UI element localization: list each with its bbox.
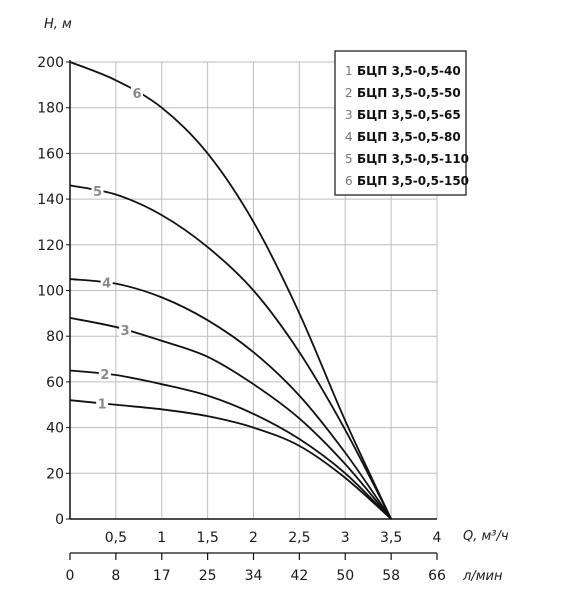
curve-label-bg — [119, 320, 132, 337]
legend-number: 1 — [345, 64, 353, 78]
y-tick-label: 140 — [37, 192, 64, 208]
curve-label-bg — [130, 83, 143, 100]
curve-label-4: 4 — [102, 277, 111, 292]
y-tick-label: 160 — [37, 146, 64, 162]
legend-number: 6 — [345, 174, 353, 188]
curve-label-6: 6 — [132, 87, 141, 102]
x-tick-label: 1,5 — [196, 530, 218, 546]
curve-label-3: 3 — [121, 324, 130, 339]
x-tick-label: 1 — [157, 530, 166, 546]
secondary-tick-label: 25 — [199, 568, 217, 584]
curve-label-bg — [96, 394, 109, 411]
y-tick-label: 200 — [37, 55, 64, 71]
x-tick-label: 3 — [341, 530, 350, 546]
secondary-tick-label: 8 — [111, 568, 120, 584]
y-tick-label: 120 — [37, 238, 64, 254]
secondary-tick-label: 17 — [153, 568, 171, 584]
legend-number: 3 — [345, 108, 353, 122]
curve-5 — [69, 184, 392, 520]
x-axis-title: Q, м³/ч — [463, 529, 509, 544]
legend-entry: БЦП 3,5-0,5-40 — [357, 64, 461, 78]
x-tick-label: 2 — [249, 530, 258, 546]
secondary-tick-label: 66 — [428, 568, 446, 584]
curve-2 — [69, 369, 392, 520]
curve-label-bg — [98, 364, 111, 381]
legend-number: 2 — [345, 86, 353, 100]
legend-entry: БЦП 3,5-0,5-80 — [357, 130, 461, 144]
curve-1 — [69, 399, 392, 520]
secondary-axis-title: л/мин — [462, 569, 503, 584]
secondary-tick-label: 50 — [336, 568, 354, 584]
x-tick-label: 0,5 — [105, 530, 127, 546]
legend-entry: БЦП 3,5-0,5-150 — [357, 174, 469, 188]
y-tick-label: 20 — [46, 466, 64, 482]
secondary-tick-label: 0 — [66, 568, 75, 584]
y-tick-label: 180 — [37, 101, 64, 117]
legend-number: 4 — [345, 130, 353, 144]
y-tick-label: 80 — [46, 329, 64, 345]
curve-labels: 1 2 3 4 5 6 — [91, 83, 143, 412]
secondary-tick-label: 58 — [382, 568, 400, 584]
curve-label-bg — [91, 181, 104, 198]
curve-label-1: 1 — [98, 397, 107, 412]
x-tick-label: 4 — [433, 530, 442, 546]
y-tick-label: 0 — [55, 512, 64, 528]
x-tick-label: 3,5 — [380, 530, 402, 546]
legend-box — [334, 50, 467, 196]
y-tick-label: 100 — [37, 284, 64, 300]
secondary-tick-label: 34 — [245, 568, 263, 584]
y-tick-label: 60 — [46, 375, 64, 391]
legend-entry: БЦП 3,5-0,5-65 — [357, 108, 461, 122]
y-axis-title: H, м — [44, 17, 72, 32]
legend-number: 5 — [345, 152, 353, 166]
secondary-tick-label: 42 — [290, 568, 308, 584]
legend-entry: БЦП 3,5-0,5-110 — [357, 152, 469, 166]
curve-4 — [69, 278, 392, 520]
curve-3 — [69, 317, 392, 520]
curve-label-5: 5 — [93, 185, 102, 200]
legend-entry: БЦП 3,5-0,5-50 — [357, 86, 461, 100]
curve-label-bg — [100, 273, 113, 290]
curve-label-2: 2 — [100, 368, 109, 383]
x-tick-label: 2,5 — [288, 530, 310, 546]
y-tick-label: 40 — [46, 421, 64, 437]
legend: 1 БЦП 3,5-0,5-40 2 БЦП 3,5-0,5-50 3 БЦП 3,5-0… — [334, 50, 469, 196]
